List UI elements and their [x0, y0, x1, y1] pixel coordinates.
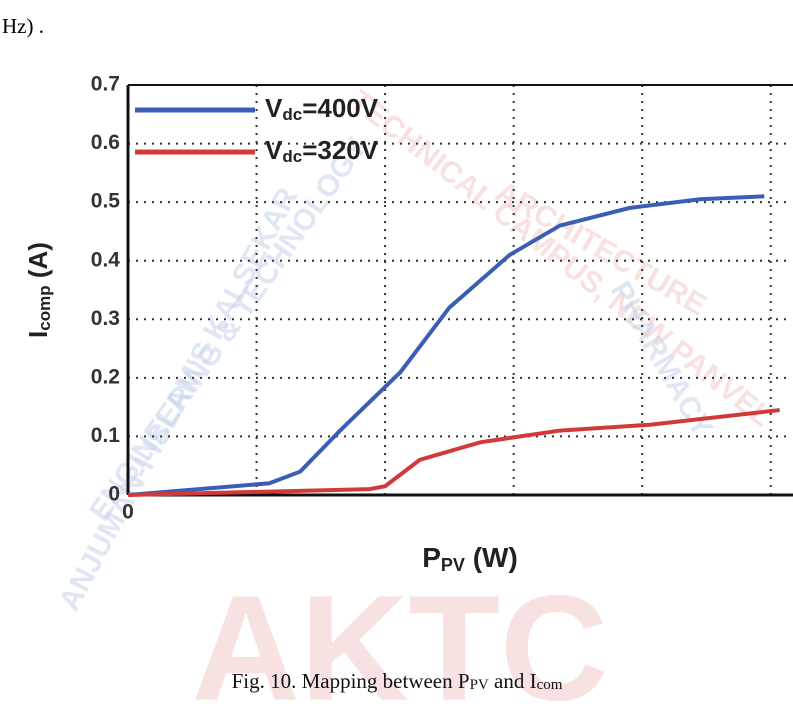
caption-text: Fig. 10. Mapping between P [232, 669, 470, 693]
y-tick-label: 0.2 [91, 365, 120, 388]
text-part: P [422, 542, 441, 573]
subscript: dc [282, 147, 302, 166]
y-tick-label: 0 [108, 483, 120, 506]
caption-subscript: com [537, 677, 563, 693]
y-tick-label: 0.1 [91, 424, 121, 447]
text-part: =320V [302, 135, 379, 165]
text-part: V [265, 135, 283, 165]
y-tick-label: 0.5 [91, 190, 121, 213]
text-part: I [23, 331, 53, 338]
y-axis-label: Icomp (A) [23, 242, 55, 338]
y-tick-label: 0.3 [91, 307, 120, 330]
caption-text: and I [489, 669, 537, 693]
x-tick-label: 0 [122, 501, 134, 524]
data-line [127, 194, 765, 497]
text-part: V [265, 93, 283, 123]
y-tick-label: 0.4 [91, 248, 121, 271]
y-tick-label: 0.7 [91, 73, 120, 96]
watermark-text: TECHNICAL CAMPUS, NEW PANVEL [344, 84, 778, 434]
text-part: =400V [302, 93, 379, 123]
subscript: comp [35, 285, 54, 330]
subscript: PV [441, 555, 465, 575]
text-part: (W) [465, 542, 518, 573]
watermark-text: AKTC [192, 564, 609, 711]
subscript: dc [282, 105, 302, 124]
caption-subscript: PV [470, 677, 489, 693]
y-tick-label: 0.6 [91, 131, 120, 154]
text-part: (A) [23, 242, 53, 285]
legend-label: Vdc=320V [265, 135, 379, 167]
header-text: Hz) . [2, 14, 44, 38]
data-line [127, 408, 780, 497]
caption: Fig. 10. Mapping between PPV and Icom [232, 669, 563, 694]
legend-label: Vdc=400V [265, 93, 379, 125]
x-axis-label: PPV (W) [422, 542, 518, 574]
